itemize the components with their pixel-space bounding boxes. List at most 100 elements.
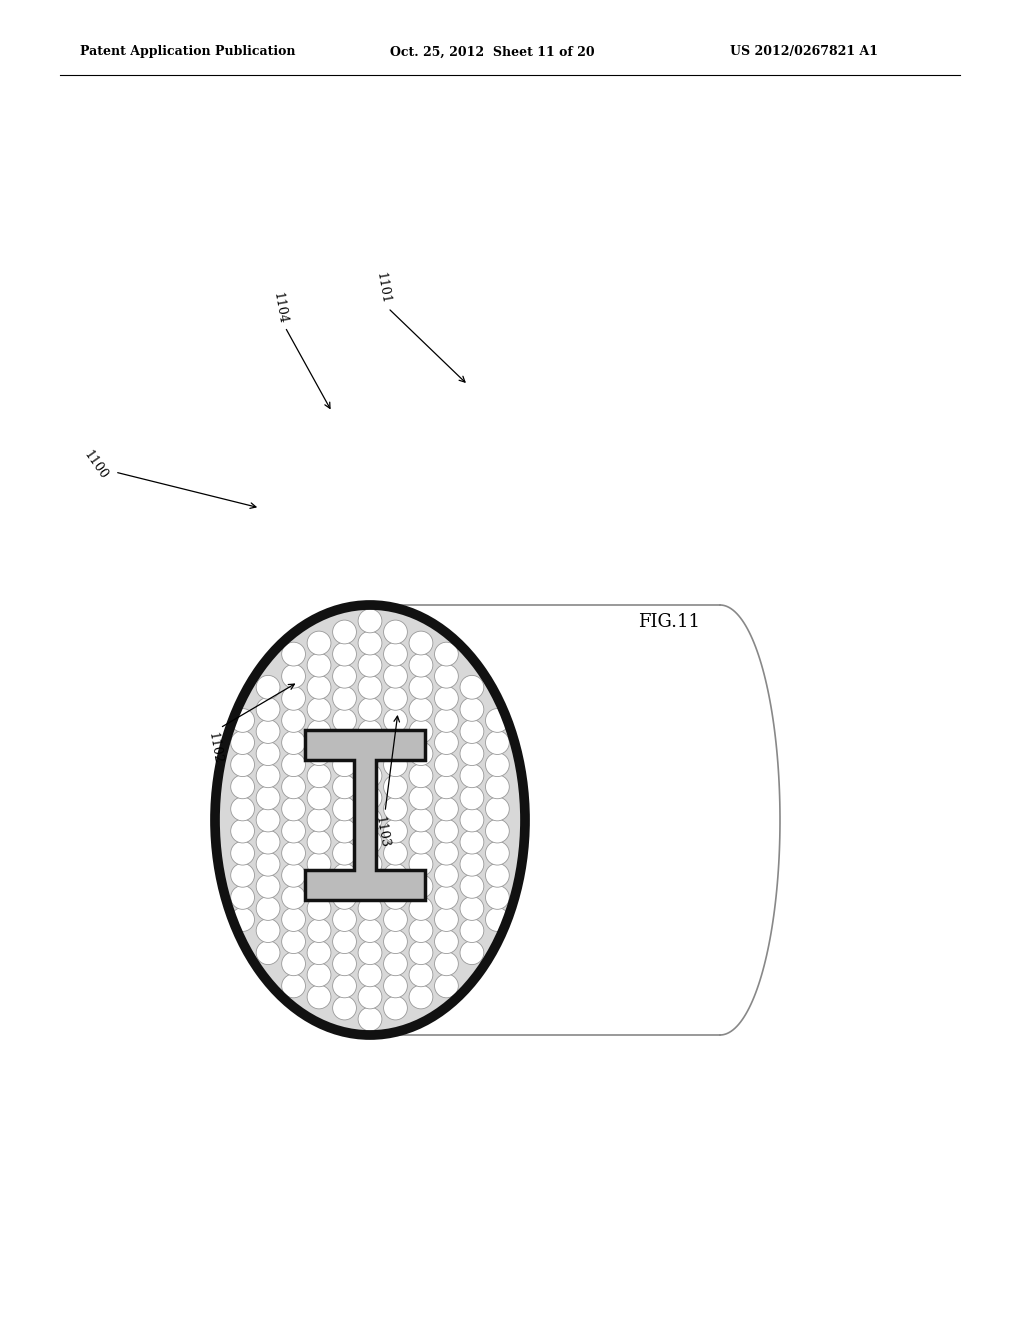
Circle shape (409, 785, 433, 809)
Circle shape (358, 697, 382, 721)
Circle shape (358, 896, 382, 920)
Text: 1104: 1104 (270, 292, 289, 325)
Circle shape (485, 797, 509, 821)
Circle shape (434, 863, 459, 887)
Circle shape (460, 830, 483, 854)
Circle shape (384, 952, 408, 975)
Circle shape (434, 664, 459, 688)
Circle shape (485, 841, 509, 865)
Circle shape (307, 631, 331, 655)
Circle shape (358, 1007, 382, 1031)
Text: FIG.11: FIG.11 (638, 612, 700, 631)
Circle shape (307, 853, 331, 876)
Circle shape (434, 841, 459, 865)
Circle shape (256, 808, 280, 832)
Circle shape (384, 929, 408, 953)
Circle shape (230, 731, 255, 755)
Circle shape (434, 886, 459, 909)
Circle shape (256, 853, 280, 876)
Circle shape (307, 896, 331, 920)
Text: 1101: 1101 (374, 271, 392, 305)
Circle shape (460, 764, 483, 788)
Circle shape (230, 775, 255, 799)
Circle shape (485, 820, 509, 843)
Circle shape (485, 908, 509, 932)
Circle shape (409, 808, 433, 832)
Circle shape (384, 664, 408, 688)
Circle shape (358, 631, 382, 655)
Circle shape (434, 775, 459, 799)
Circle shape (307, 742, 331, 766)
Circle shape (460, 941, 483, 965)
Circle shape (282, 775, 305, 799)
Circle shape (333, 752, 356, 776)
Circle shape (358, 719, 382, 743)
Circle shape (485, 886, 509, 909)
Circle shape (282, 709, 305, 733)
Circle shape (282, 952, 305, 975)
Circle shape (434, 752, 459, 776)
Circle shape (460, 853, 483, 876)
Circle shape (384, 731, 408, 755)
Circle shape (358, 919, 382, 942)
Circle shape (307, 941, 331, 965)
Circle shape (384, 709, 408, 733)
Circle shape (307, 697, 331, 721)
Circle shape (333, 775, 356, 799)
Circle shape (460, 719, 483, 743)
Circle shape (485, 752, 509, 776)
Circle shape (307, 719, 331, 743)
Circle shape (460, 808, 483, 832)
Circle shape (333, 952, 356, 975)
Circle shape (307, 808, 331, 832)
Circle shape (333, 863, 356, 887)
Circle shape (409, 853, 433, 876)
Circle shape (282, 686, 305, 710)
Circle shape (358, 985, 382, 1008)
Circle shape (256, 719, 280, 743)
Circle shape (358, 653, 382, 677)
Circle shape (333, 886, 356, 909)
Text: Patent Application Publication: Patent Application Publication (80, 45, 296, 58)
Circle shape (230, 820, 255, 843)
Circle shape (434, 731, 459, 755)
Circle shape (282, 974, 305, 998)
Circle shape (307, 985, 331, 1008)
Circle shape (333, 664, 356, 688)
Circle shape (434, 797, 459, 821)
Circle shape (230, 752, 255, 776)
Circle shape (358, 609, 382, 632)
Circle shape (256, 785, 280, 809)
Circle shape (307, 964, 331, 987)
Circle shape (434, 709, 459, 733)
Text: 1102: 1102 (206, 731, 224, 764)
Circle shape (409, 874, 433, 898)
Circle shape (460, 896, 483, 920)
Circle shape (333, 908, 356, 932)
Circle shape (307, 676, 331, 700)
Circle shape (358, 676, 382, 700)
Circle shape (256, 697, 280, 721)
Circle shape (256, 742, 280, 766)
Circle shape (230, 797, 255, 821)
Circle shape (384, 908, 408, 932)
Circle shape (358, 874, 382, 898)
Circle shape (282, 886, 305, 909)
Circle shape (333, 731, 356, 755)
Circle shape (333, 929, 356, 953)
Circle shape (384, 863, 408, 887)
Circle shape (409, 896, 433, 920)
Circle shape (485, 731, 509, 755)
Circle shape (384, 974, 408, 998)
Circle shape (307, 874, 331, 898)
Circle shape (434, 820, 459, 843)
Circle shape (384, 820, 408, 843)
Circle shape (358, 808, 382, 832)
Circle shape (358, 941, 382, 965)
Circle shape (307, 764, 331, 788)
Circle shape (230, 841, 255, 865)
Circle shape (409, 697, 433, 721)
Circle shape (230, 709, 255, 733)
Circle shape (256, 676, 280, 700)
Circle shape (358, 742, 382, 766)
